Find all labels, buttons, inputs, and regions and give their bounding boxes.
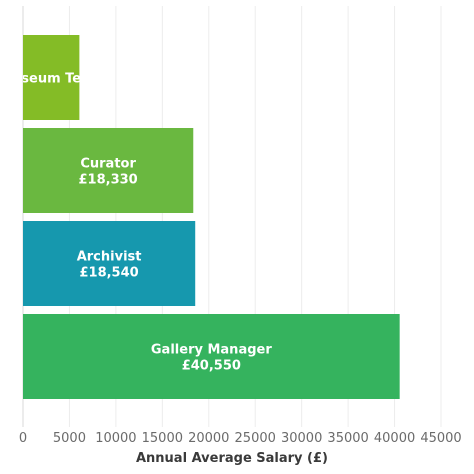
- x-tick-label: 35000: [327, 431, 368, 446]
- x-tick-label: 0: [19, 431, 27, 446]
- bar-category-label: Curator: [80, 157, 136, 172]
- bar: [23, 221, 196, 306]
- x-tick-label: 25000: [235, 431, 276, 446]
- bar: [23, 35, 80, 120]
- x-tick-label: 20000: [188, 431, 229, 446]
- x-tick-label: 45000: [420, 431, 461, 446]
- bar: [23, 128, 194, 213]
- bar-category-label: Gallery Manager: [151, 343, 272, 358]
- x-tick-label: 30000: [281, 431, 322, 446]
- x-tick-label: 40000: [374, 431, 415, 446]
- bar-category-label: seum Te: [21, 72, 81, 87]
- x-tick-label: 5000: [53, 431, 86, 446]
- bar-category-label: Archivist: [77, 250, 142, 265]
- bar: [23, 314, 400, 399]
- grid-lines: [68, 6, 442, 427]
- bars: seum Te Curator£18,330 Archivist£18,540 Gal…: [21, 35, 400, 399]
- bar-value-label: £40,550: [182, 359, 241, 374]
- bar-value-label: £18,540: [79, 266, 138, 281]
- x-tick-label: 10000: [95, 431, 136, 446]
- x-tick-labels: 0 5000 10000 15000 20000 25000 30000 35000 40000…: [19, 431, 462, 446]
- bar-value-label: £18,330: [79, 173, 138, 188]
- x-tick-label: 15000: [142, 431, 183, 446]
- x-axis-title: Annual Average Salary (£): [136, 451, 328, 466]
